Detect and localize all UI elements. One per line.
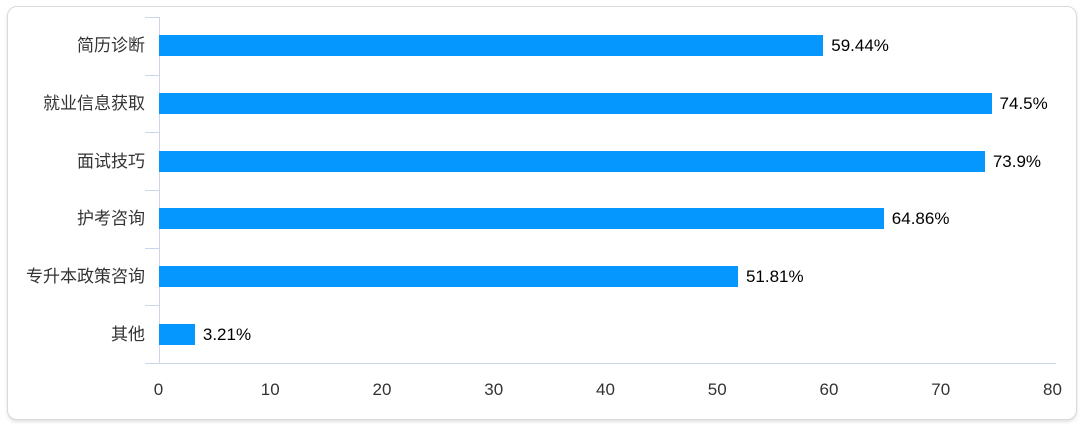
y-axis-tick [145,17,159,18]
category-label: 护考咨询 [77,209,145,229]
x-axis-tick-label: 70 [931,380,951,399]
x-axis-tick-label: 40 [596,380,615,399]
category-label: 简历诊断 [77,36,145,56]
bar [159,208,884,230]
y-axis-line [158,17,160,363]
bar [159,35,824,57]
y-axis-tick [145,132,159,134]
data-label: 64.86% [891,209,950,229]
x-axis-tick-label: 10 [260,380,280,399]
x-axis-tick-label: 30 [484,380,504,399]
data-label: 3.21% [202,324,252,344]
x-axis-line [145,363,1056,364]
y-axis-tick [145,190,159,191]
x-axis-tick-label: 80 [1043,380,1062,399]
bar [159,150,985,172]
category-label: 专升本政策咨询 [26,267,145,286]
x-axis-tick-label: 60 [819,380,839,399]
y-axis-tick [145,305,159,307]
data-label: 51.81% [745,267,804,286]
data-label: 74.5% [999,94,1048,113]
y-axis-tick [145,74,159,76]
category-label: 就业信息获取 [43,94,145,113]
category-label: 其他 [111,324,145,344]
bar [159,93,992,114]
data-label: 59.44% [831,36,889,56]
y-axis-tick [145,247,159,249]
x-axis-tick-label: 0 [153,380,164,399]
bar [159,266,738,287]
data-label: 73.9% [992,151,1042,171]
bar [159,323,195,345]
category-label: 面试技巧 [77,151,145,171]
x-axis-tick-label: 20 [372,380,392,399]
x-axis-tick-label: 50 [707,380,727,399]
